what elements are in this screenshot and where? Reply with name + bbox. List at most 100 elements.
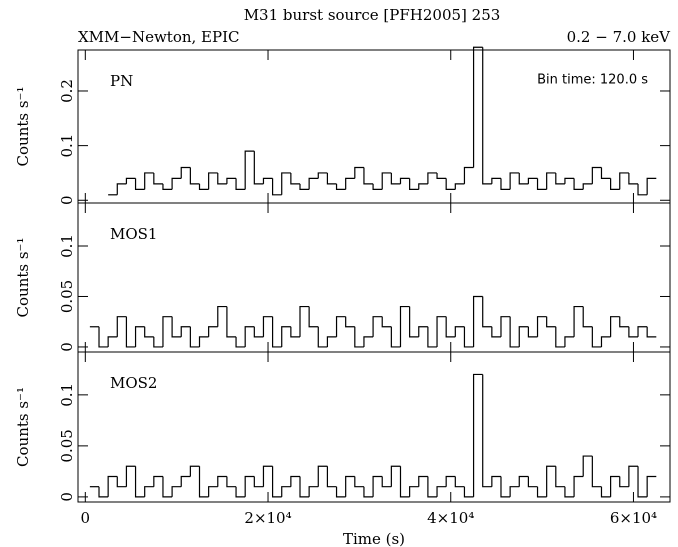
step-bin — [445, 475, 456, 487]
step-bin — [582, 455, 593, 477]
step-bin — [262, 177, 273, 184]
step-bin — [171, 486, 182, 497]
step-bin — [308, 306, 319, 328]
step-bin — [226, 177, 237, 184]
step-bin — [527, 476, 538, 488]
step-bin — [619, 316, 629, 328]
step-bin — [345, 177, 355, 190]
step-bin — [482, 47, 492, 185]
step-bin — [144, 172, 154, 190]
step-bin — [555, 172, 565, 185]
step-bin — [317, 465, 328, 487]
subtitle-right: 0.2 − 7.0 keV — [567, 28, 672, 46]
y-tick-label: 0.05 — [58, 429, 76, 462]
step-bin — [281, 486, 291, 497]
step-bin — [436, 316, 447, 347]
step-bin — [436, 172, 447, 180]
step-bin — [235, 336, 246, 348]
step-bin — [619, 476, 629, 488]
step-bin — [427, 326, 438, 348]
step-bin — [637, 326, 648, 337]
step-bin — [198, 336, 209, 347]
x-tick-label: 2×10⁴ — [244, 509, 291, 527]
step-bin — [262, 316, 273, 337]
step-bin — [226, 306, 237, 338]
step-bin — [463, 486, 474, 498]
step-bin — [600, 486, 611, 498]
plot-frame — [77, 351, 671, 503]
step-bin — [244, 475, 255, 497]
step-bin — [116, 183, 127, 195]
step-bin — [162, 316, 173, 347]
step-bin — [271, 316, 282, 348]
x-tick-label: 4×10⁴ — [427, 509, 474, 527]
step-bin — [454, 183, 465, 190]
step-bin — [244, 150, 255, 190]
y-tick-label: 0.1 — [58, 134, 76, 158]
step-bin — [491, 475, 501, 487]
step-bin — [399, 305, 410, 347]
step-bin — [363, 486, 374, 498]
step-bin — [198, 466, 209, 498]
step-bin — [509, 486, 520, 497]
step-bin — [262, 465, 273, 487]
step-bin — [144, 326, 154, 338]
step-bin — [637, 466, 648, 498]
y-axis-label: Counts s⁻¹ — [14, 387, 32, 467]
step-bin — [335, 316, 346, 337]
step-bin — [180, 475, 191, 487]
step-bin — [326, 466, 337, 488]
step-bin — [390, 465, 401, 487]
step-bin — [235, 486, 246, 498]
y-tick-label: 0 — [58, 492, 76, 502]
step-bin — [536, 486, 547, 498]
step-bin — [610, 475, 620, 497]
step-bin — [125, 177, 136, 184]
step-bin — [445, 178, 456, 190]
step-bin — [162, 476, 173, 498]
step-bin — [546, 465, 556, 497]
step-bin — [98, 326, 109, 348]
step-bin — [527, 326, 538, 338]
step-bin — [409, 306, 419, 338]
step-bin — [244, 326, 255, 347]
step-bin — [125, 465, 136, 487]
step-bin — [125, 316, 136, 348]
step-bin — [107, 336, 118, 347]
step-bin — [290, 172, 300, 185]
step-bin — [436, 486, 447, 497]
step-bin — [180, 166, 191, 179]
y-tick-label: 0.2 — [58, 79, 76, 103]
step-bin — [628, 465, 639, 487]
step-bin — [153, 172, 163, 185]
step-bin — [390, 172, 401, 185]
step-bin — [418, 475, 428, 487]
step-bin — [646, 326, 657, 338]
step-bin — [591, 326, 602, 348]
step-bin — [628, 172, 639, 185]
y-tick-label: 0 — [58, 342, 76, 352]
step-bin — [171, 177, 182, 190]
step-bin — [308, 177, 319, 190]
step-bin — [354, 326, 364, 348]
step-bin — [619, 172, 629, 190]
step-bin — [409, 178, 419, 190]
step-bin — [591, 456, 602, 488]
step-bin — [454, 476, 465, 488]
y-tick-label: 0.1 — [58, 234, 76, 258]
step-bin — [354, 166, 364, 179]
step-bin — [472, 373, 483, 497]
plot-frame — [77, 202, 671, 353]
panel-label: PN — [110, 72, 133, 90]
step-bin — [372, 316, 383, 337]
step-bin — [546, 172, 556, 190]
step-bin — [509, 316, 520, 348]
step-bin — [646, 177, 657, 195]
step-bin — [308, 486, 319, 497]
step-bin — [189, 326, 200, 348]
annotation: Bin time: 120.0 s — [537, 73, 648, 88]
step-bin — [372, 475, 383, 497]
step-bin — [281, 326, 291, 347]
step-bin — [116, 316, 127, 337]
step-bin — [171, 316, 182, 338]
